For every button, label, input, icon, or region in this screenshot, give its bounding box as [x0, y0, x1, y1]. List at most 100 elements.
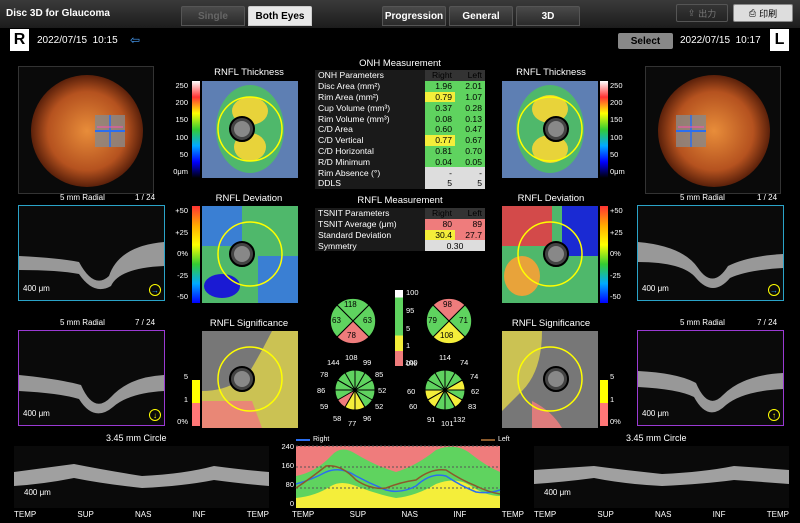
clock-value: 86	[317, 386, 326, 395]
radial-index-right-1: 1 / 24	[135, 193, 156, 202]
tsnit-y-axis: 240 160 80 0	[281, 442, 294, 508]
scale-bar-label: 400 μm	[642, 409, 669, 418]
circle-label-right: 3.45 mm Circle	[106, 433, 167, 443]
clock-value: 74	[470, 372, 479, 381]
quadrant-chart-left[interactable]: 98 79 71 108	[425, 297, 473, 345]
export-label: 出力	[698, 8, 717, 19]
thickness-map	[502, 81, 598, 178]
quadrant-sup-value: 118	[344, 300, 357, 309]
significance-colorbar-left	[600, 380, 608, 426]
onh-row: Rim Volume (mm³) 0.08 0.13	[315, 113, 485, 124]
radial-label-right-1: 5 mm Radial	[60, 193, 105, 202]
tsnit-plot	[295, 445, 501, 508]
left-fundus-photo[interactable]	[645, 66, 781, 194]
radial-label-left-1: 5 mm Radial	[680, 193, 725, 202]
quadrant-chart-right[interactable]: 118 63 63 78	[329, 297, 377, 345]
tab-single[interactable]: Single	[181, 6, 245, 26]
onh-row: Cup Volume (mm³) 0.37 0.28	[315, 102, 485, 114]
deviation-colorbar-right	[192, 206, 200, 303]
right-fundus-photo[interactable]	[18, 66, 154, 194]
tab-progression[interactable]: Progression	[382, 6, 446, 26]
oct-radial-left-1[interactable]: 400 μm →	[637, 205, 784, 301]
clock-chart	[424, 369, 466, 411]
print-label: 印刷	[759, 8, 778, 19]
clock-value: 78	[320, 370, 329, 379]
radial-index-left-2: 7 / 24	[757, 318, 778, 327]
thickness-map	[202, 81, 298, 178]
oct-radial-right-1[interactable]: 400 μm →	[18, 205, 165, 301]
scale-bar-label: 400 μm	[544, 488, 571, 497]
right-eye-datetime: 2022/07/15 10:15	[37, 35, 118, 46]
tsnit-chart[interactable]: 240 160 80 0 Right Left	[276, 436, 524, 512]
onh-row: Disc Area (mm²) 1.96 2.01	[315, 80, 485, 92]
left-eye-datetime: 2022/07/15 10:17	[680, 35, 761, 46]
oct-circle-right[interactable]: 400 μm	[14, 446, 269, 508]
oct-bscan	[638, 242, 783, 288]
clock-value: 144	[327, 358, 340, 367]
clock-value: 108	[345, 353, 358, 362]
clock-value: 100	[405, 358, 418, 367]
tsnit-x-axis: TEMP SUP NAS INF TEMP	[292, 510, 524, 519]
scan-direction-icon[interactable]: ↓	[149, 409, 161, 421]
deviation-scale-left: +50 +25 0% -25 -50	[610, 206, 623, 301]
clock-value: 58	[333, 414, 342, 423]
tab-3d[interactable]: 3D	[516, 6, 580, 26]
scale-bar-label: 400 μm	[23, 284, 50, 293]
rnfl-significance-map-right[interactable]	[202, 331, 298, 428]
significance-map	[502, 331, 598, 428]
onh-row: Rim Area (mm²) 0.79 1.07	[315, 91, 485, 103]
rnfl-thickness-map-left[interactable]	[502, 81, 598, 178]
oct-radial-left-2[interactable]: 400 μm ↑	[637, 330, 784, 426]
radial-label-left-2: 5 mm Radial	[680, 318, 725, 327]
onh-row: C/D Vertical 0.77 0.67	[315, 134, 485, 146]
clock-value: 85	[375, 370, 384, 379]
back-arrow-icon[interactable]: ⇦	[130, 33, 141, 47]
radial-label-right-2: 5 mm Radial	[60, 318, 105, 327]
significance-scale-right: 5 1 0%	[177, 372, 188, 426]
deviation-map	[202, 206, 298, 303]
quadrant-sup-value: 98	[443, 300, 452, 309]
rnfl-deviation-map-left[interactable]	[502, 206, 598, 303]
tab-general[interactable]: General	[449, 6, 513, 26]
rnfl-deviation-map-right[interactable]	[202, 206, 298, 303]
scan-direction-icon[interactable]: →	[768, 284, 780, 296]
right-line-swatch	[296, 438, 310, 441]
rnfl-significance-map-left[interactable]	[502, 331, 598, 428]
circle-label-left: 3.45 mm Circle	[626, 433, 687, 443]
oct-circle-bscan	[14, 464, 269, 488]
export-button[interactable]: ⇪ 出力	[676, 4, 728, 22]
oct-circle-left[interactable]: 400 μm	[534, 446, 789, 508]
clock-value: 60	[407, 387, 416, 396]
deviation-scale-right: +50 +25 0% -25 -50	[175, 206, 188, 301]
print-button[interactable]: ⎙ 印刷	[733, 4, 793, 22]
scan-direction-icon[interactable]: ↑	[768, 409, 780, 421]
clock-value: 77	[348, 419, 357, 428]
thickness-scale-left: 250 200 150 100 50 0μm	[610, 81, 625, 176]
rnfl-thickness-title-left: RNFL Thickness	[516, 67, 586, 78]
scale-bar-label: 400 μm	[642, 284, 669, 293]
scan-direction-icon[interactable]: →	[149, 284, 161, 296]
normative-legend-scale: 100 95 5 1 0%	[406, 288, 419, 368]
rnfl-measurement-title: RNFL Measurement	[357, 195, 443, 206]
oct-circle-axis-left: TEMP SUP NAS INF TEMP	[534, 510, 789, 519]
fundus-image	[31, 75, 143, 187]
clock-chart-left[interactable]: 114 74 74 62 83 132 101 91 60 60 100	[405, 350, 485, 430]
clock-chart-right[interactable]: 108 99 85 52 52 96 77 58 59 86 78 144	[315, 350, 395, 430]
rnfl-deviation-title-left: RNFL Deviation	[517, 193, 585, 204]
quadrant-chart	[425, 297, 473, 345]
tab-both-eyes[interactable]: Both Eyes	[248, 6, 312, 26]
quadrant-temp-value: 79	[428, 316, 437, 325]
select-button[interactable]: Select	[618, 33, 673, 49]
rnfl-significance-title-left: RNFL Significance	[511, 318, 591, 329]
clock-value: 101	[441, 419, 454, 428]
onh-header-row: ONH Parameters Right Left	[315, 70, 485, 81]
oct-radial-right-2[interactable]: 400 μm ↓	[18, 330, 165, 426]
quadrant-nas-value: 71	[459, 316, 468, 325]
clock-value: 62	[471, 387, 480, 396]
clock-chart	[334, 369, 376, 411]
oct-bscan	[638, 371, 783, 413]
onh-row: R/D Minimum 0.04 0.05	[315, 156, 485, 168]
rnfl-thickness-map-right[interactable]	[202, 81, 298, 178]
fundus-image	[658, 75, 770, 187]
clock-value: 59	[320, 402, 329, 411]
